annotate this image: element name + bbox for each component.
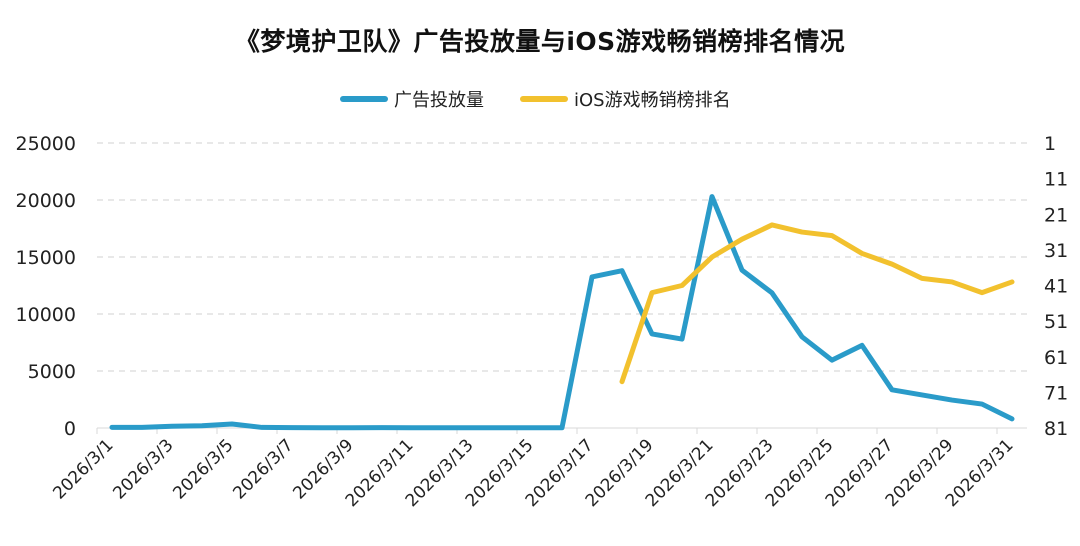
legend-label: 广告投放量 <box>394 90 484 111</box>
y-left-tick-label: 0 <box>64 418 76 440</box>
y-right-tick-label: 31 <box>1044 240 1068 262</box>
y-right-tick-label: 61 <box>1044 347 1068 369</box>
x-tick-label: 2026/3/1 <box>49 435 117 503</box>
x-tick-label: 2026/3/7 <box>229 435 297 503</box>
legend-swatch-yellow <box>520 96 568 102</box>
legend-swatch-blue <box>340 96 388 102</box>
legend-item-ios-rank: iOS游戏畅销榜排名 <box>520 86 731 112</box>
series-ad-volume-line <box>109 194 1015 431</box>
x-tick-label: 2026/3/3 <box>109 435 177 503</box>
y-left-tick-label: 20000 <box>16 190 76 212</box>
legend-item-ad-volume: 广告投放量 <box>340 86 484 112</box>
y-left-tick-label: 5000 <box>28 361 76 383</box>
y-left-tick-label: 15000 <box>16 247 76 269</box>
legend-label: iOS游戏畅销榜排名 <box>574 90 731 111</box>
y-left-tick-label: 10000 <box>16 304 76 326</box>
y-right-tick-label: 81 <box>1044 418 1068 440</box>
x-tick-label: 2026/3/5 <box>169 435 237 503</box>
y-right-tick-label: 71 <box>1044 382 1068 404</box>
y-right-tick-label: 21 <box>1044 204 1068 226</box>
legend: 广告投放量 iOS游戏畅销榜排名 <box>0 86 1080 112</box>
series-ios-rank-line <box>619 222 1015 385</box>
y-right-tick-label: 41 <box>1044 276 1068 298</box>
y-right-tick-label: 51 <box>1044 311 1068 333</box>
chart-title: 《梦境护卫队》广告投放量与iOS游戏畅销榜排名情况 <box>234 27 846 56</box>
y-left-tick-label: 25000 <box>16 133 76 155</box>
y-right-tick-label: 1 <box>1044 133 1056 155</box>
y-right-tick-label: 11 <box>1044 169 1068 191</box>
